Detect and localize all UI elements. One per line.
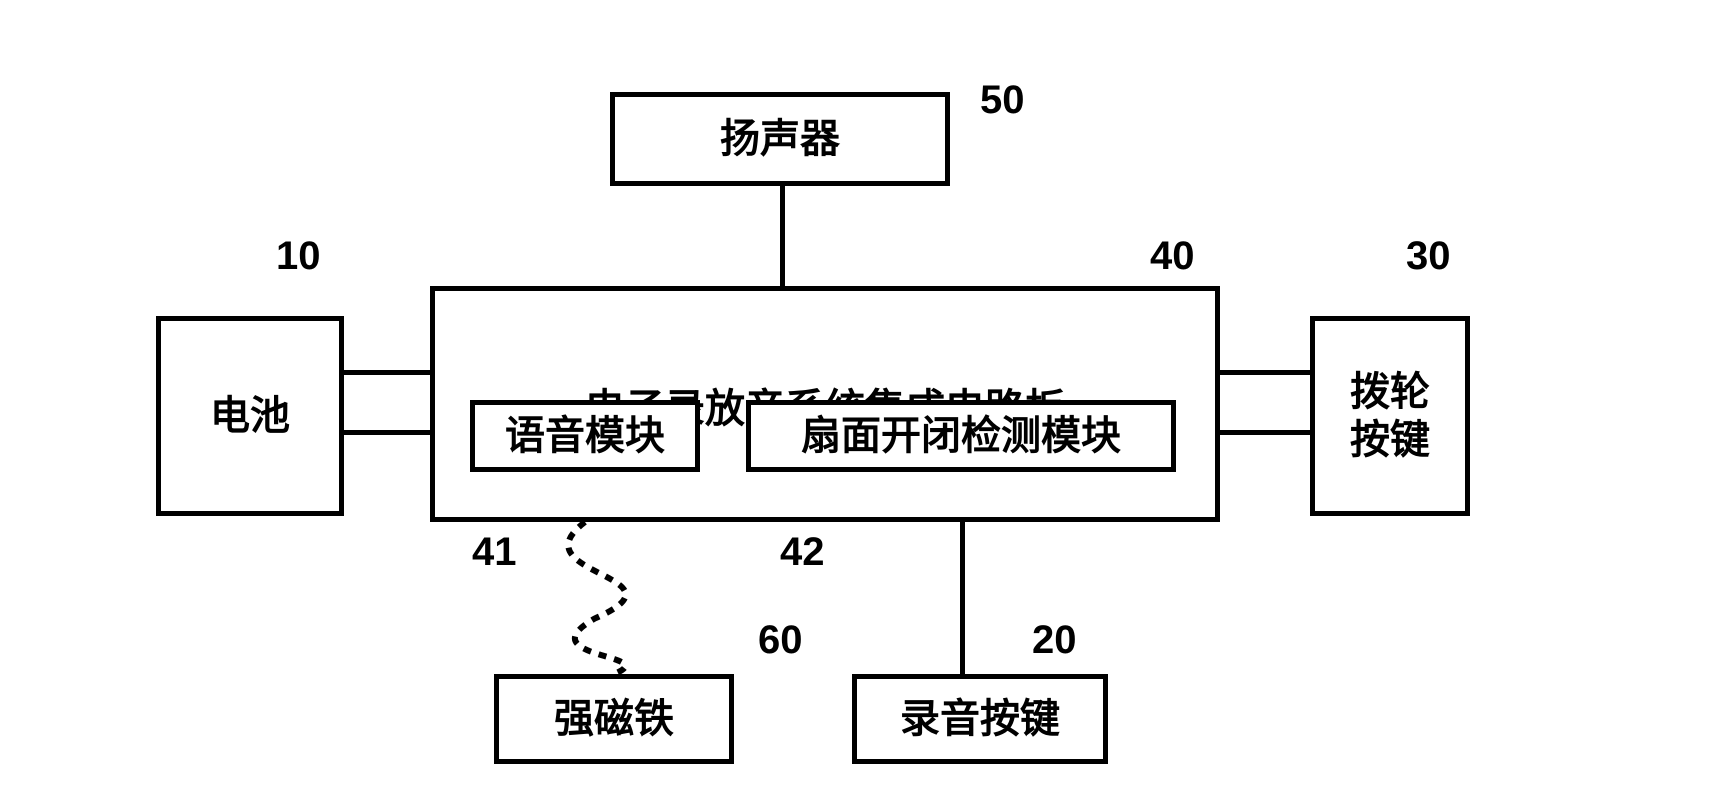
battery-text: 电池 <box>210 392 290 440</box>
battery-id-label: 10 <box>276 234 321 279</box>
voice-module-node: 语音模块 <box>470 400 700 472</box>
detect-module-text: 扇面开闭检测模块 <box>801 412 1121 460</box>
speaker-id-label: 50 <box>980 78 1025 123</box>
connector <box>960 522 965 674</box>
magnet-id-label: 60 <box>758 618 803 663</box>
connector <box>1220 430 1310 435</box>
voice-module-id-label: 41 <box>472 530 517 575</box>
magnet-text: 强磁铁 <box>554 695 674 743</box>
connector <box>780 186 785 286</box>
detect-module-node: 扇面开闭检测模块 <box>746 400 1176 472</box>
speaker-node: 扬声器 <box>610 92 950 186</box>
connector <box>344 370 430 375</box>
voice-module-text: 语音模块 <box>505 412 665 460</box>
battery-node: 电池 <box>156 316 344 516</box>
board-id-label: 40 <box>1150 234 1195 279</box>
connector <box>344 430 430 435</box>
wheel-button-node: 拨轮 按键 <box>1310 316 1470 516</box>
speaker-text: 扬声器 <box>720 115 840 163</box>
record-button-node: 录音按键 <box>852 674 1108 764</box>
record-button-id-label: 20 <box>1032 618 1077 663</box>
wheel-button-id-label: 30 <box>1406 234 1451 279</box>
wheel-button-text: 拨轮 按键 <box>1350 368 1430 464</box>
detect-module-id-label: 42 <box>780 530 825 575</box>
magnet-node: 强磁铁 <box>494 674 734 764</box>
connector <box>1220 370 1310 375</box>
record-button-text: 录音按键 <box>900 695 1060 743</box>
